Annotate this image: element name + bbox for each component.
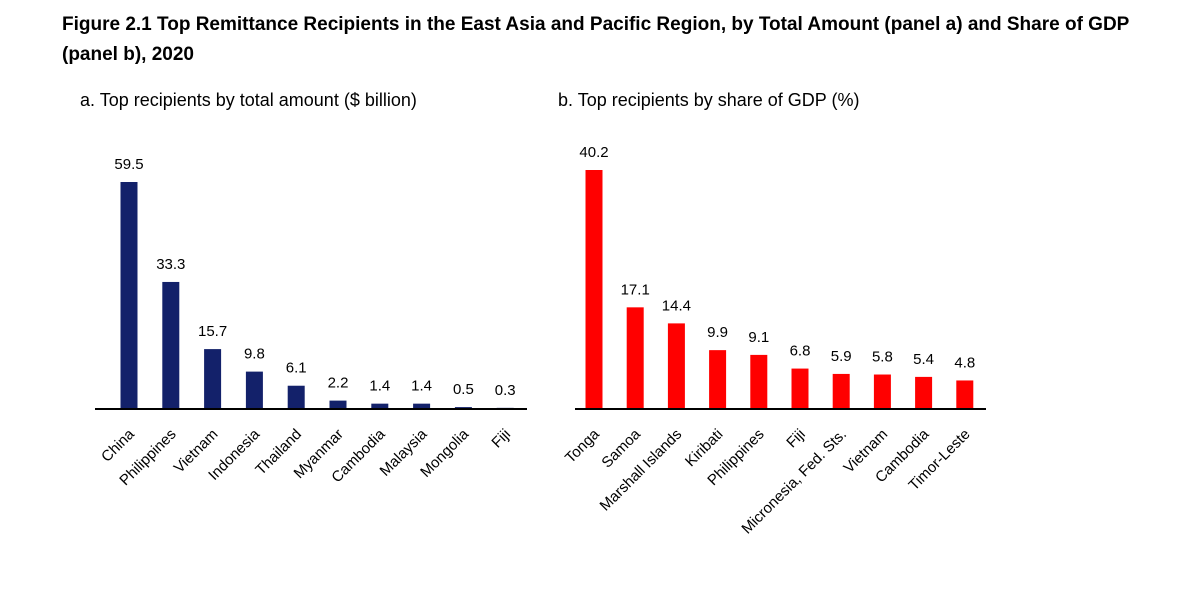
panel-a-chart: 59.5China33.3Philippines15.7Vietnam9.8In…	[95, 156, 527, 489]
value-label-b-philippines: 9.1	[748, 329, 769, 346]
value-label-a-myanmar: 2.2	[328, 375, 349, 392]
figure-title: Figure 2.1 Top Remittance Recipients in …	[62, 14, 1130, 65]
bar-b-fiji	[791, 368, 809, 409]
value-label-a-indonesia: 9.8	[244, 346, 265, 363]
category-label-b-fiji: Fiji	[783, 426, 809, 452]
bar-b-philippines	[750, 354, 768, 409]
value-label-a-philippines: 33.3	[156, 256, 185, 273]
value-label-b-vietnam: 5.8	[872, 349, 893, 366]
value-label-a-china: 59.5	[114, 156, 143, 173]
bar-b-cambodia	[915, 376, 933, 409]
bar-b-micronesia-fed-sts	[832, 373, 850, 409]
bar-a-myanmar	[329, 400, 347, 409]
bar-a-thailand	[287, 385, 305, 409]
value-label-a-vietnam: 15.7	[198, 323, 227, 340]
value-label-b-kiribati: 9.9	[707, 324, 728, 341]
bar-a-philippines	[162, 281, 180, 409]
bar-b-vietnam	[873, 374, 891, 409]
bar-a-vietnam	[204, 349, 222, 409]
panel-a-title: a. Top recipients by total amount ($ bil…	[80, 90, 417, 110]
value-label-b-timor-leste: 4.8	[954, 354, 975, 371]
bar-a-china	[120, 182, 138, 409]
bar-b-marshall-islands	[667, 323, 685, 409]
value-label-b-cambodia: 5.4	[913, 351, 934, 368]
value-label-b-micronesia-fed-sts: 5.9	[831, 348, 852, 365]
value-label-b-fiji: 6.8	[790, 343, 811, 360]
value-label-a-fiji: 0.3	[495, 382, 516, 399]
value-label-a-mongolia: 0.5	[453, 381, 474, 398]
category-label-a-china: China	[98, 425, 138, 465]
bar-b-samoa	[626, 307, 644, 409]
bar-a-malaysia	[413, 403, 431, 409]
bar-a-indonesia	[245, 371, 263, 409]
bar-b-timor-leste	[956, 380, 974, 409]
value-label-b-marshall-islands: 14.4	[662, 297, 691, 314]
bar-a-cambodia	[371, 403, 389, 409]
bar-b-tonga	[585, 170, 603, 409]
value-label-a-malaysia: 1.4	[411, 378, 432, 395]
bar-b-kiribati	[709, 350, 727, 409]
category-label-a-fiji: Fiji	[488, 426, 514, 452]
panel-b-title: b. Top recipients by share of GDP (%)	[558, 90, 860, 110]
value-label-b-samoa: 17.1	[621, 281, 650, 298]
category-label-b-tonga: Tonga	[562, 425, 603, 466]
value-label-b-tonga: 40.2	[579, 144, 608, 161]
value-label-a-thailand: 6.1	[286, 360, 307, 377]
value-label-a-cambodia: 1.4	[369, 378, 390, 395]
